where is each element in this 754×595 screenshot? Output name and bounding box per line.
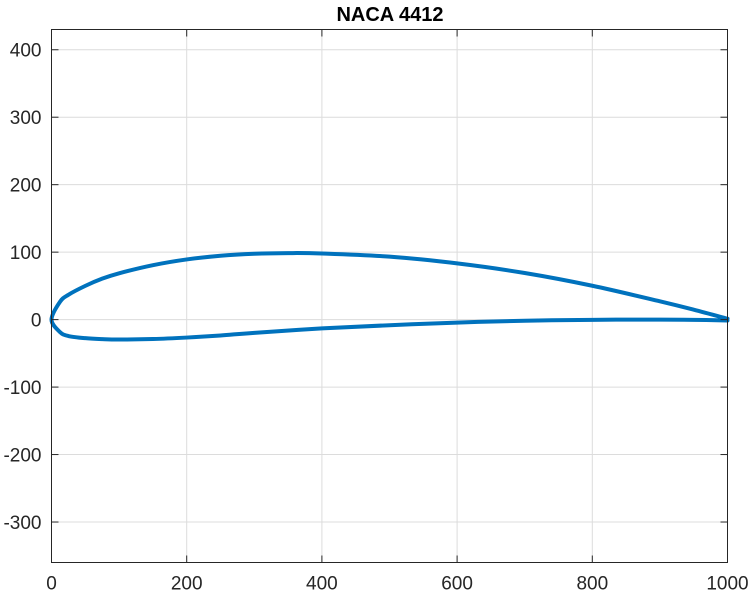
y-tick-label: 200: [10, 176, 42, 197]
x-tick-label: 1000: [706, 574, 748, 595]
series-group: [49, 251, 730, 342]
chart-title: NACA 4412: [336, 4, 443, 26]
y-tick-label: -100: [3, 378, 41, 399]
y-tick-label: 300: [10, 108, 42, 129]
series-line-0: [49, 251, 730, 342]
axes-box: [51, 29, 728, 563]
ticks: [51, 29, 728, 563]
y-tick-label: -200: [3, 446, 41, 467]
x-tick-label: 800: [576, 574, 608, 595]
y-tick-labels: -300 -200 -100 0 100 200 300 400: [3, 41, 41, 534]
x-tick-label: 400: [306, 574, 338, 595]
axes-background: [51, 29, 728, 563]
x-tick-label: 200: [171, 574, 203, 595]
y-tick-label: 0: [31, 311, 42, 332]
y-tick-label: 400: [10, 41, 42, 62]
y-tick-label: -300: [3, 513, 41, 534]
x-tick-labels: 0 200 400 600 800 1000: [46, 574, 748, 595]
x-tick-label: 600: [441, 574, 473, 595]
x-tick-label: 0: [46, 574, 57, 595]
y-tick-label: 100: [10, 243, 42, 264]
